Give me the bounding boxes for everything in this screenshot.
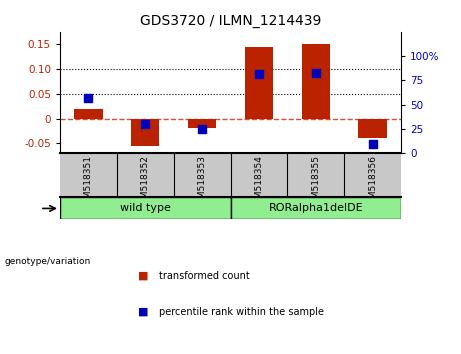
Text: GSM518354: GSM518354 <box>254 155 263 210</box>
Bar <box>301 44 330 119</box>
Text: RORalpha1delDE: RORalpha1delDE <box>268 204 363 213</box>
Text: GSM518356: GSM518356 <box>368 155 377 211</box>
Text: percentile rank within the sample: percentile rank within the sample <box>159 307 324 316</box>
Bar <box>74 109 102 119</box>
Bar <box>131 119 160 146</box>
Point <box>198 126 206 132</box>
Text: GSM518352: GSM518352 <box>141 155 150 210</box>
Point <box>142 121 149 127</box>
Point <box>255 71 263 76</box>
Bar <box>60 198 230 219</box>
Text: genotype/variation: genotype/variation <box>5 257 91 267</box>
Text: GSM518355: GSM518355 <box>311 155 320 211</box>
Text: wild type: wild type <box>120 204 171 213</box>
Text: ■: ■ <box>138 271 149 281</box>
Bar <box>358 119 387 138</box>
Point <box>85 95 92 101</box>
Point <box>312 70 319 75</box>
Text: transformed count: transformed count <box>159 271 250 281</box>
Point <box>369 141 376 147</box>
Text: GSM518351: GSM518351 <box>84 155 93 211</box>
Bar <box>230 198 401 219</box>
Bar <box>188 119 216 129</box>
Bar <box>245 47 273 119</box>
Text: GSM518353: GSM518353 <box>198 155 207 211</box>
Text: ■: ■ <box>138 307 149 316</box>
Title: GDS3720 / ILMN_1214439: GDS3720 / ILMN_1214439 <box>140 14 321 28</box>
